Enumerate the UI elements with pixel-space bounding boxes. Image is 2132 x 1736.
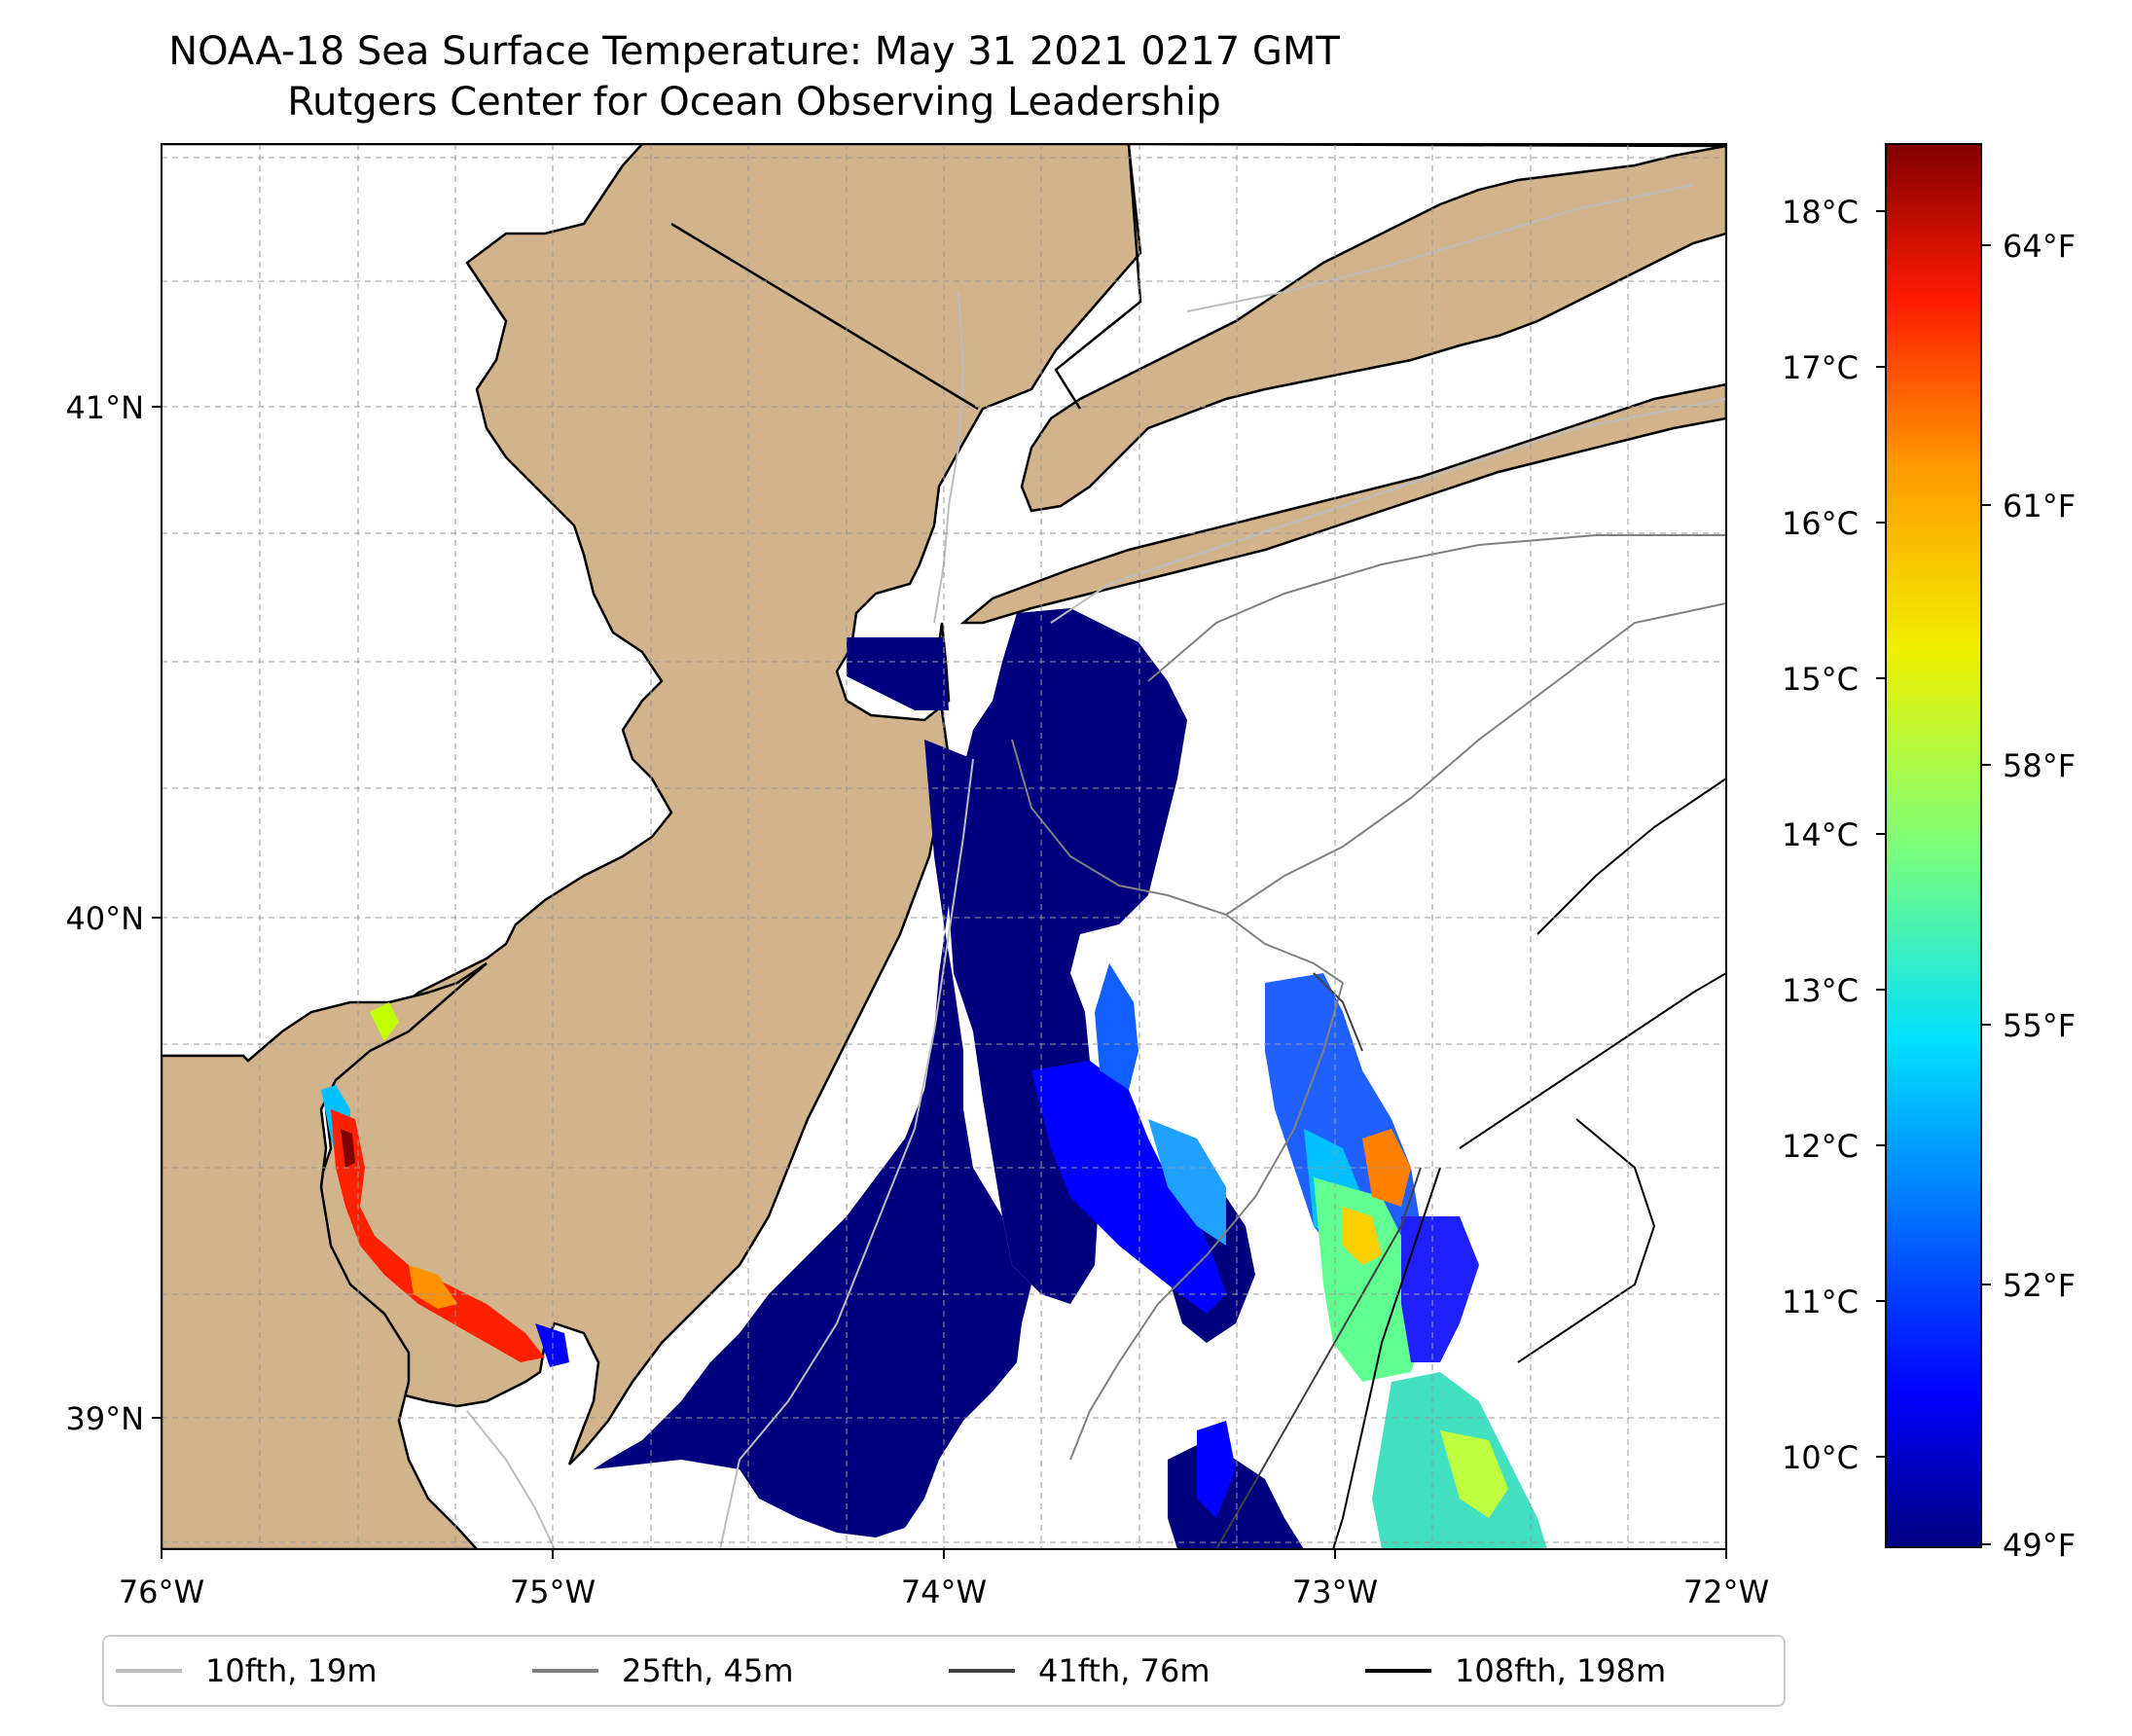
y-tick-label: 40°N <box>65 900 144 937</box>
x-tick-label: 75°W <box>510 1573 596 1610</box>
colorbar <box>1885 143 1982 1548</box>
colorbar-fahrenheit-label: 55°F <box>2003 1007 2076 1044</box>
legend-swatch <box>949 1669 1015 1673</box>
colorbar-celsius-label: 13°C <box>1782 972 1859 1009</box>
axis-ticks <box>152 406 1727 1559</box>
land-delaware <box>162 961 488 1549</box>
map-panel <box>162 144 1726 1549</box>
colorbar-celsius-label: 10°C <box>1782 1439 1859 1476</box>
legend-swatch <box>532 1669 598 1673</box>
x-tick-label: 72°W <box>1683 1573 1769 1610</box>
legend-item: 41fth, 76m <box>949 1637 1210 1705</box>
colorbar-celsius-label: 15°C <box>1782 661 1859 698</box>
legend-swatch <box>116 1669 182 1673</box>
state-borders <box>670 144 1142 411</box>
colorbar-fahrenheit-label: 61°F <box>2003 488 2076 524</box>
x-tick-label: 73°W <box>1292 1573 1378 1610</box>
colorbar-fahrenheit-ticks <box>1981 244 1991 1545</box>
legend-swatch <box>1365 1669 1431 1673</box>
colorbar-celsius-label: 11°C <box>1782 1284 1859 1320</box>
colorbar-celsius-label: 14°C <box>1782 816 1859 853</box>
colorbar-celsius-ticks <box>1876 210 1886 1458</box>
legend-item: 25fth, 45m <box>532 1637 793 1705</box>
land-long-island <box>959 382 1726 625</box>
y-tick-label: 39°N <box>65 1400 144 1437</box>
colorbar-fahrenheit-label: 64°F <box>2003 228 2076 265</box>
legend-label: 25fth, 45m <box>622 1652 794 1689</box>
x-tick-label: 76°W <box>119 1573 204 1610</box>
legend-item: 10fth, 19m <box>116 1637 377 1705</box>
isobaths <box>466 184 1726 1549</box>
y-tick-label: 41°N <box>65 389 144 426</box>
colorbar-fahrenheit-label: 52°F <box>2003 1267 2076 1304</box>
map-title: NOAA-18 Sea Surface Temperature: May 31 … <box>168 29 1340 74</box>
colorbar-fahrenheit-label: 58°F <box>2003 747 2076 784</box>
x-tick-label: 74°W <box>901 1573 987 1610</box>
isobath-legend: 10fth, 19m 25fth, 45m 41fth, 76m 108fth,… <box>102 1635 1786 1707</box>
colorbar-celsius-label: 18°C <box>1782 194 1859 231</box>
sst-moderate-region <box>1031 963 1547 1549</box>
legend-item: 108fth, 198m <box>1365 1637 1666 1705</box>
colorbar-celsius-label: 16°C <box>1782 505 1859 542</box>
legend-label: 41fth, 76m <box>1038 1652 1211 1689</box>
colorbar-celsius-label: 12°C <box>1782 1128 1859 1165</box>
colorbar-fahrenheit-label: 49°F <box>2003 1527 2076 1564</box>
land-new-york <box>1020 144 1726 513</box>
legend-label: 108fth, 198m <box>1455 1652 1667 1689</box>
legend-label: 10fth, 19m <box>205 1652 378 1689</box>
colorbar-celsius-label: 17°C <box>1782 349 1859 386</box>
gridlines <box>162 144 1726 1549</box>
map-subtitle: Rutgers Center for Ocean Observing Leade… <box>287 80 1221 125</box>
